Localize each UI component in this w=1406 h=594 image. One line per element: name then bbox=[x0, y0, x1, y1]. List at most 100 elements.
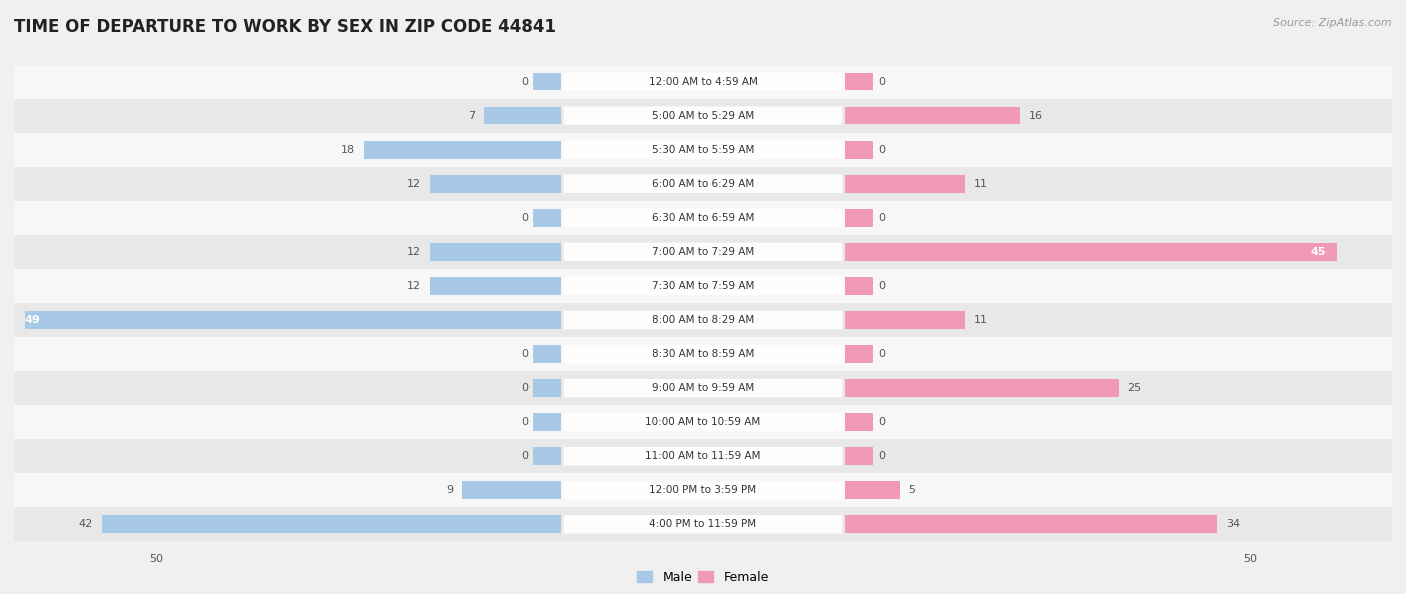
Text: 0: 0 bbox=[877, 417, 884, 427]
Bar bbox=[845, 107, 1021, 125]
Text: 11: 11 bbox=[974, 179, 988, 189]
FancyBboxPatch shape bbox=[564, 379, 842, 397]
Text: 8:30 AM to 8:59 AM: 8:30 AM to 8:59 AM bbox=[652, 349, 754, 359]
Bar bbox=[533, 209, 561, 227]
Bar bbox=[14, 132, 1392, 167]
Text: 9:00 AM to 9:59 AM: 9:00 AM to 9:59 AM bbox=[652, 383, 754, 393]
Bar bbox=[845, 447, 873, 465]
FancyBboxPatch shape bbox=[564, 413, 842, 431]
Bar bbox=[14, 201, 1392, 235]
FancyBboxPatch shape bbox=[564, 345, 842, 363]
Bar bbox=[14, 303, 1392, 337]
FancyBboxPatch shape bbox=[564, 481, 842, 500]
FancyBboxPatch shape bbox=[564, 140, 842, 159]
Text: 0: 0 bbox=[877, 281, 884, 291]
Bar bbox=[14, 337, 1392, 371]
FancyBboxPatch shape bbox=[564, 72, 842, 91]
Text: 10:00 AM to 10:59 AM: 10:00 AM to 10:59 AM bbox=[645, 417, 761, 427]
FancyBboxPatch shape bbox=[564, 311, 842, 329]
Bar bbox=[533, 379, 561, 397]
Bar bbox=[845, 175, 966, 192]
Text: TIME OF DEPARTURE TO WORK BY SEX IN ZIP CODE 44841: TIME OF DEPARTURE TO WORK BY SEX IN ZIP … bbox=[14, 18, 555, 36]
Bar bbox=[484, 107, 561, 125]
Bar bbox=[14, 473, 1392, 507]
Bar bbox=[533, 345, 561, 363]
Bar bbox=[14, 371, 1392, 405]
Bar bbox=[463, 481, 561, 499]
Text: 0: 0 bbox=[877, 77, 884, 87]
Text: 12: 12 bbox=[406, 179, 420, 189]
Text: 49: 49 bbox=[25, 315, 41, 325]
Bar bbox=[845, 516, 1218, 533]
Bar bbox=[845, 481, 900, 499]
Bar bbox=[430, 243, 561, 261]
Text: 16: 16 bbox=[1029, 110, 1043, 121]
Text: 5:30 AM to 5:59 AM: 5:30 AM to 5:59 AM bbox=[652, 145, 754, 154]
Text: 12:00 AM to 4:59 AM: 12:00 AM to 4:59 AM bbox=[648, 77, 758, 87]
FancyBboxPatch shape bbox=[564, 515, 842, 533]
Bar bbox=[845, 277, 873, 295]
Bar bbox=[25, 311, 561, 329]
Text: 25: 25 bbox=[1128, 383, 1142, 393]
Bar bbox=[14, 65, 1392, 99]
Bar bbox=[14, 235, 1392, 269]
Bar bbox=[14, 405, 1392, 439]
Text: 18: 18 bbox=[342, 145, 356, 154]
Text: 0: 0 bbox=[522, 213, 529, 223]
Text: 7:00 AM to 7:29 AM: 7:00 AM to 7:29 AM bbox=[652, 247, 754, 257]
Text: 11:00 AM to 11:59 AM: 11:00 AM to 11:59 AM bbox=[645, 451, 761, 461]
Bar bbox=[101, 516, 561, 533]
Text: 0: 0 bbox=[522, 77, 529, 87]
Bar bbox=[14, 507, 1392, 541]
Text: 12: 12 bbox=[406, 247, 420, 257]
Text: 8:00 AM to 8:29 AM: 8:00 AM to 8:29 AM bbox=[652, 315, 754, 325]
Text: 6:30 AM to 6:59 AM: 6:30 AM to 6:59 AM bbox=[652, 213, 754, 223]
Bar bbox=[430, 277, 561, 295]
Text: 7: 7 bbox=[468, 110, 475, 121]
Text: Source: ZipAtlas.com: Source: ZipAtlas.com bbox=[1274, 18, 1392, 28]
Text: 45: 45 bbox=[1310, 247, 1326, 257]
Bar bbox=[845, 141, 873, 159]
Bar bbox=[845, 72, 873, 90]
Text: 7:30 AM to 7:59 AM: 7:30 AM to 7:59 AM bbox=[652, 281, 754, 291]
Bar bbox=[533, 413, 561, 431]
Text: 12: 12 bbox=[406, 281, 420, 291]
Text: 42: 42 bbox=[79, 519, 93, 529]
Text: 0: 0 bbox=[877, 213, 884, 223]
Bar bbox=[845, 209, 873, 227]
Bar bbox=[533, 72, 561, 90]
Text: 9: 9 bbox=[447, 485, 454, 495]
Bar bbox=[845, 413, 873, 431]
FancyBboxPatch shape bbox=[564, 277, 842, 295]
FancyBboxPatch shape bbox=[564, 447, 842, 466]
Bar bbox=[845, 243, 1337, 261]
Text: 5: 5 bbox=[908, 485, 915, 495]
FancyBboxPatch shape bbox=[564, 175, 842, 193]
FancyBboxPatch shape bbox=[564, 208, 842, 227]
Text: 34: 34 bbox=[1226, 519, 1240, 529]
Bar bbox=[14, 439, 1392, 473]
Bar bbox=[430, 175, 561, 192]
Bar bbox=[845, 379, 1119, 397]
Bar bbox=[533, 447, 561, 465]
FancyBboxPatch shape bbox=[564, 243, 842, 261]
FancyBboxPatch shape bbox=[564, 106, 842, 125]
Text: 0: 0 bbox=[877, 145, 884, 154]
Text: 4:00 PM to 11:59 PM: 4:00 PM to 11:59 PM bbox=[650, 519, 756, 529]
Text: 0: 0 bbox=[877, 349, 884, 359]
Text: 5:00 AM to 5:29 AM: 5:00 AM to 5:29 AM bbox=[652, 110, 754, 121]
Bar bbox=[14, 99, 1392, 132]
Text: 0: 0 bbox=[522, 417, 529, 427]
Bar bbox=[364, 141, 561, 159]
Text: 0: 0 bbox=[877, 451, 884, 461]
Legend: Male, Female: Male, Female bbox=[633, 566, 773, 589]
Bar bbox=[14, 269, 1392, 303]
Bar bbox=[14, 167, 1392, 201]
Text: 12:00 PM to 3:59 PM: 12:00 PM to 3:59 PM bbox=[650, 485, 756, 495]
Bar bbox=[845, 345, 873, 363]
Bar bbox=[845, 311, 966, 329]
Text: 0: 0 bbox=[522, 383, 529, 393]
Text: 0: 0 bbox=[522, 349, 529, 359]
Text: 6:00 AM to 6:29 AM: 6:00 AM to 6:29 AM bbox=[652, 179, 754, 189]
Text: 11: 11 bbox=[974, 315, 988, 325]
